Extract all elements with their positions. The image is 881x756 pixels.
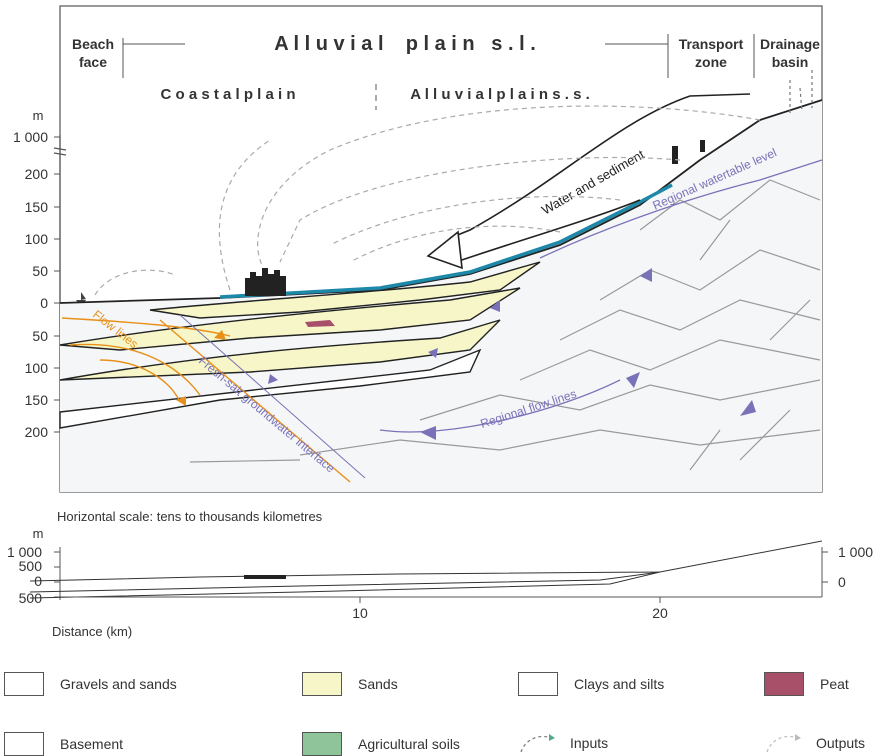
flow-arrow-icon-2 xyxy=(626,372,640,388)
peat-lens xyxy=(305,320,335,327)
cross-section-diagram: Beach face A l l u v i a l p l a i n s .… xyxy=(13,5,823,493)
y-tick-minus-50: 50 xyxy=(32,328,48,344)
legend-label: Clays and silts xyxy=(574,676,665,692)
y-tick-minus-150: 150 xyxy=(25,392,49,408)
profile-x-tick-20: 20 xyxy=(652,605,668,621)
flow-arrow-orange-icon xyxy=(214,330,226,340)
legend-label: Peat xyxy=(820,676,849,692)
flow-arrow-icon-5 xyxy=(268,374,278,384)
y-tick-200: 200 xyxy=(25,166,49,182)
flow-arrowheads xyxy=(176,330,226,406)
sand-lens-1 xyxy=(149,261,541,319)
y-axis-unit: m xyxy=(33,108,44,123)
header-transport-zone-2: zone xyxy=(695,54,727,70)
flow-arrow-icon xyxy=(420,426,436,440)
header-drainage-basin: Drainage xyxy=(760,36,820,52)
profile-surface xyxy=(29,540,823,582)
y-tick-0: 0 xyxy=(40,295,48,311)
basement-pattern xyxy=(189,179,821,471)
legend-inputs: Inputs xyxy=(518,732,608,754)
city-icon xyxy=(245,268,286,296)
legend-label: Inputs xyxy=(570,735,609,751)
sand-lens-3 xyxy=(59,319,501,381)
inputs-icon xyxy=(520,734,555,753)
output-loops xyxy=(94,105,761,296)
regional-flow-line-1 xyxy=(379,379,621,433)
y-tick-150: 150 xyxy=(25,199,49,215)
flow-arrow-icon-6 xyxy=(490,300,500,312)
swatch-basement xyxy=(4,732,44,756)
legend-label: Basement xyxy=(60,736,124,752)
boat-icon xyxy=(76,292,86,303)
swatch-agricultural-soils xyxy=(302,732,342,756)
header-drainage-basin-2: basin xyxy=(772,54,809,70)
flow-arrow-icon-7 xyxy=(428,348,438,358)
y-tick-50: 50 xyxy=(32,263,48,279)
legend: Gravels and sands Sands Clays and silts … xyxy=(0,662,881,756)
legend-label: Agricultural soils xyxy=(358,736,460,752)
swatch-peat xyxy=(764,672,804,696)
profile-chart: m 1 000 500 0 500 1 000 0 10 20 Distance… xyxy=(7,526,873,639)
flow-arrow-icon-3 xyxy=(640,268,652,282)
profile-base xyxy=(29,571,661,593)
y-tick-minus-100: 100 xyxy=(25,360,49,376)
scale-note: Horizontal scale: tens to thousands kilo… xyxy=(57,509,323,524)
swatch-clays-and-silts xyxy=(518,672,558,696)
swatch-gravels-and-sands xyxy=(4,672,44,696)
outputs-icon xyxy=(766,734,801,753)
input-arrows xyxy=(789,70,813,115)
legend-label: Gravels and sands xyxy=(60,676,177,692)
regional-watertable-line xyxy=(539,159,823,259)
profile-right-tick-1000: 1 000 xyxy=(838,544,873,560)
profile-left-tick-1000: 1 000 xyxy=(7,544,42,560)
y-tick-100: 100 xyxy=(25,231,49,247)
clay-layer-4 xyxy=(59,348,482,429)
legend-label: Sands xyxy=(358,676,398,692)
legend-agricultural-soils: Agricultural soils xyxy=(302,732,460,756)
profile-right-tick-0: 0 xyxy=(838,574,846,590)
header-transport-zone: Transport xyxy=(679,36,744,52)
header-beach-face: Beach xyxy=(72,36,114,52)
profile-x-label: Distance (km) xyxy=(52,624,132,639)
fresh-salt-interface-line-2 xyxy=(179,314,366,479)
legend-gravels-and-sands: Gravels and sands xyxy=(4,672,177,696)
flow-arrow-orange-icon-2 xyxy=(176,396,186,406)
legend-outputs: Outputs xyxy=(764,732,865,754)
profile-unit: m xyxy=(33,526,44,541)
flow-arrow-icon-4 xyxy=(740,400,756,416)
flow-lines xyxy=(61,317,231,403)
profile-city-icon xyxy=(244,575,286,579)
sand-lens-2 xyxy=(59,287,521,351)
river-water xyxy=(219,183,673,299)
y-tick-1000: 1 000 xyxy=(13,129,48,145)
legend-peat: Peat xyxy=(764,672,849,696)
profile-left-tick-500: 500 xyxy=(19,558,43,574)
regional-flow-arrows xyxy=(268,268,756,440)
legend-sands: Sands xyxy=(302,672,398,696)
header-alluvial-plain-ss: A l l u v i a l p l a i n s . s . xyxy=(410,86,590,103)
water-sediment-lower xyxy=(449,199,641,265)
header-beach-face-2: face xyxy=(79,54,107,70)
axis-break-icon xyxy=(53,147,67,156)
fresh-salt-interface-line xyxy=(159,319,351,483)
y-axis-ticks: 1 000 200 150 100 50 0 50 100 150 200 xyxy=(13,129,48,440)
header-alluvial-plain-sl: A l l u v i a l p l a i n s . l . xyxy=(274,33,536,55)
water-sediment-path xyxy=(449,93,751,239)
dam-icon xyxy=(672,146,678,164)
y-tick-minus-200: 200 xyxy=(25,424,49,440)
swatch-sands xyxy=(302,672,342,696)
water-sediment-arrowhead-icon xyxy=(426,230,463,270)
legend-label: Outputs xyxy=(816,735,866,751)
header-coastal-plain: C o a s t a l p l a i n xyxy=(160,86,295,103)
legend-basement: Basement xyxy=(4,732,123,756)
legend-clays-and-silts: Clays and silts xyxy=(518,672,664,696)
profile-x-tick-10: 10 xyxy=(352,605,368,621)
